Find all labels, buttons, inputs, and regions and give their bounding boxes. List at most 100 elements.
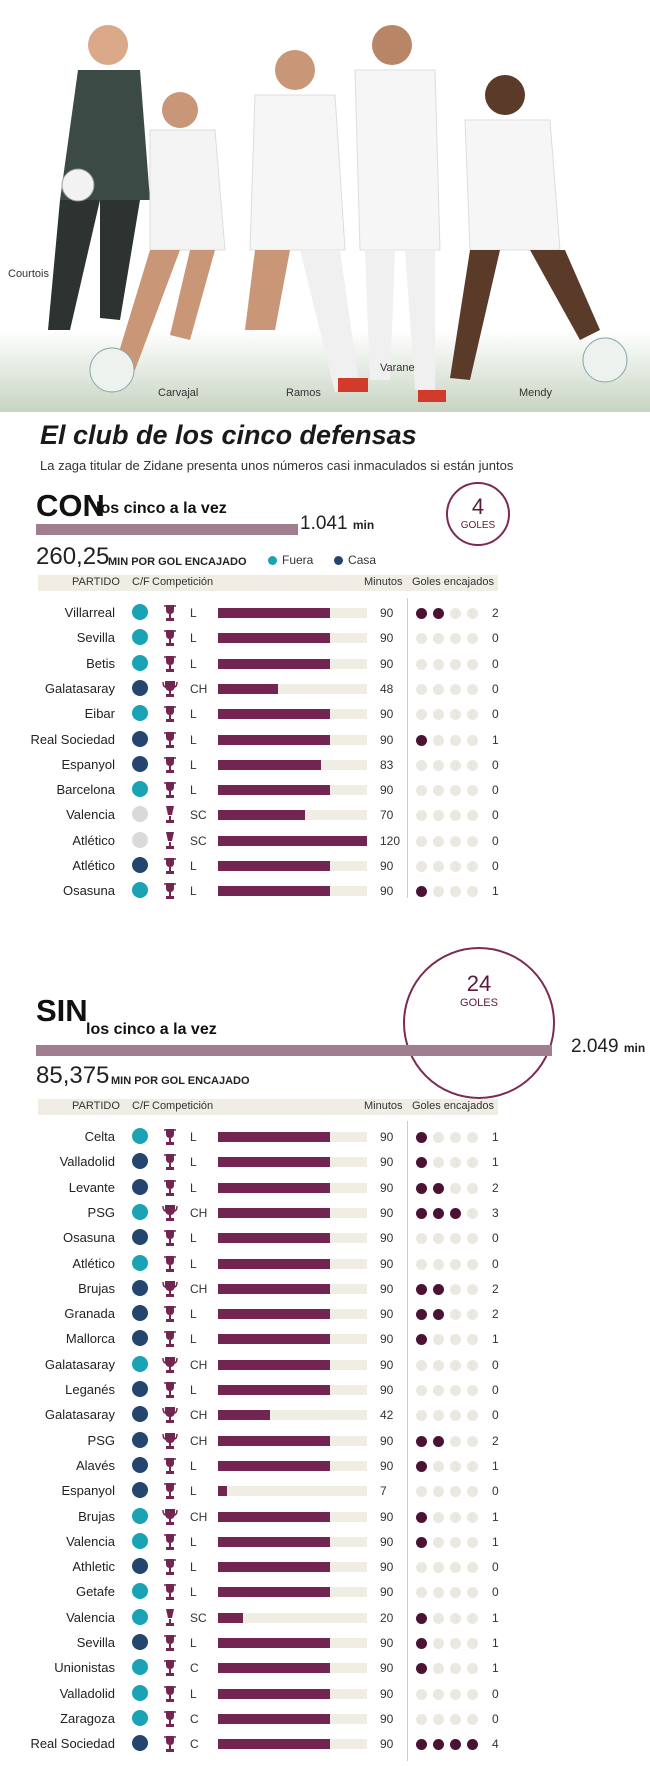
team-label: Atlético bbox=[72, 832, 115, 848]
minutes-track bbox=[218, 1663, 367, 1674]
minutes-track bbox=[218, 608, 367, 618]
minutes-bar bbox=[218, 1713, 330, 1724]
empty-goal-dot bbox=[433, 1587, 444, 1599]
trophy-icon bbox=[162, 1608, 178, 1627]
minutes-value: 90 bbox=[380, 1231, 394, 1246]
team-label: Valladolid bbox=[59, 1685, 115, 1701]
trophy-icon bbox=[162, 1254, 178, 1273]
minutes-bar bbox=[218, 734, 330, 745]
minutes-bar bbox=[218, 810, 305, 821]
competition-label: L bbox=[190, 1636, 197, 1650]
goal-dot bbox=[416, 1283, 427, 1295]
minutes-track bbox=[218, 1688, 367, 1699]
competition-label: L bbox=[190, 1534, 197, 1549]
sin-total-bar bbox=[36, 1045, 552, 1056]
con-goals-label: GOLES bbox=[460, 520, 496, 531]
empty-goal-dot bbox=[433, 1132, 444, 1143]
venue-home-dot bbox=[132, 1153, 148, 1170]
team-label: Valladolid bbox=[59, 1154, 115, 1170]
minutes-value: 90 bbox=[380, 606, 394, 620]
page-title: El club de los cinco defensas bbox=[40, 420, 417, 450]
minutes-bar bbox=[218, 1283, 330, 1294]
competition-label: L bbox=[190, 783, 197, 798]
competition-label: C bbox=[190, 1711, 199, 1726]
venue-home-dot bbox=[132, 755, 148, 772]
trophy-icon bbox=[162, 1658, 178, 1677]
empty-goal-dot bbox=[433, 1511, 444, 1523]
empty-goal-dot bbox=[416, 1258, 427, 1270]
empty-goal-dot bbox=[467, 1359, 478, 1371]
minutes-bar bbox=[218, 1612, 243, 1623]
competition-label: L bbox=[190, 859, 197, 873]
minutes-bar bbox=[218, 861, 330, 871]
con-table-row: Espanyol L 83 0 bbox=[0, 752, 650, 777]
trophy-icon bbox=[162, 1507, 178, 1526]
trophy-icon bbox=[162, 1355, 178, 1374]
goals-value: 0 bbox=[492, 656, 499, 671]
trophy-icon bbox=[162, 1329, 178, 1348]
competition-label: L bbox=[190, 1383, 197, 1397]
minutes-track bbox=[218, 633, 367, 644]
minutes-value: 90 bbox=[380, 783, 394, 798]
goals-value: 4 bbox=[492, 1737, 499, 1752]
team-label: Villarreal bbox=[64, 605, 115, 620]
competition-label: L bbox=[190, 757, 197, 772]
minutes-value: 90 bbox=[380, 884, 394, 899]
empty-goal-dot bbox=[467, 608, 478, 619]
goal-dot bbox=[433, 1207, 444, 1219]
venue-away-dot bbox=[132, 705, 148, 722]
trophy-icon bbox=[162, 1557, 178, 1576]
empty-goal-dot bbox=[450, 709, 461, 721]
minutes-track bbox=[218, 1536, 367, 1547]
venue-away-dot bbox=[132, 1507, 148, 1524]
venue-away-dot bbox=[132, 1532, 148, 1549]
minutes-track bbox=[218, 1511, 367, 1522]
trophy-icon bbox=[162, 831, 178, 850]
goals-value: 0 bbox=[492, 1383, 499, 1397]
legend-casa-dot bbox=[334, 556, 344, 566]
sin-table-header: PARTIDO C/F Competición Minutos Goles en… bbox=[38, 1099, 498, 1115]
minutes-track bbox=[218, 1486, 367, 1497]
team-label: Real Sociedad bbox=[30, 731, 115, 747]
team-label: Zaragoza bbox=[60, 1710, 115, 1726]
con-table-row: Galatasaray CH 48 0 bbox=[0, 676, 650, 701]
team-label: Granada bbox=[64, 1306, 115, 1322]
minutes-track bbox=[218, 1587, 367, 1598]
team-label: Unionistas bbox=[54, 1660, 115, 1676]
team-label: Mallorca bbox=[65, 1331, 115, 1347]
goal-dot bbox=[433, 1739, 444, 1751]
competition-label: L bbox=[190, 1560, 197, 1575]
con-table-header: PARTIDO C/F Competición Minutos Goles en… bbox=[38, 575, 498, 591]
team-label: Brujas bbox=[78, 1280, 115, 1296]
con-table-row: Osasuna L 90 1 bbox=[0, 878, 650, 903]
minutes-bar bbox=[218, 1511, 330, 1522]
goals-value: 0 bbox=[492, 808, 499, 823]
competition-label: L bbox=[190, 707, 197, 722]
empty-goal-dot bbox=[433, 1663, 444, 1675]
goal-dot bbox=[416, 1460, 427, 1472]
team-label: Galatasaray bbox=[44, 1356, 115, 1372]
empty-goal-dot bbox=[450, 1511, 461, 1523]
goal-dot bbox=[450, 1739, 461, 1751]
minutes-value: 70 bbox=[380, 808, 394, 823]
empty-goal-dot bbox=[467, 1283, 478, 1295]
empty-goal-dot bbox=[416, 1359, 427, 1371]
minutes-bar bbox=[218, 759, 321, 770]
trophy-icon bbox=[162, 1456, 178, 1475]
goals-value: 2 bbox=[492, 1180, 499, 1195]
team-label: PSG bbox=[87, 1432, 115, 1448]
empty-goal-dot bbox=[433, 1638, 444, 1649]
minutes-bar bbox=[218, 1486, 227, 1497]
trophy-icon bbox=[162, 603, 178, 622]
team-label: Atlético bbox=[72, 1255, 115, 1271]
sin-table-row: Unionistas C 90 1 bbox=[0, 1655, 650, 1680]
player-ramos-figure bbox=[245, 50, 368, 392]
empty-goal-dot bbox=[450, 810, 461, 822]
sin-heading: SIN bbox=[36, 993, 88, 1028]
empty-goal-dot bbox=[467, 1309, 478, 1321]
team-label: PSG bbox=[87, 1204, 115, 1220]
empty-goal-dot bbox=[433, 1486, 444, 1498]
competition-label: L bbox=[190, 1332, 197, 1347]
venue-home-dot bbox=[132, 1482, 148, 1499]
empty-goal-dot bbox=[467, 759, 478, 771]
